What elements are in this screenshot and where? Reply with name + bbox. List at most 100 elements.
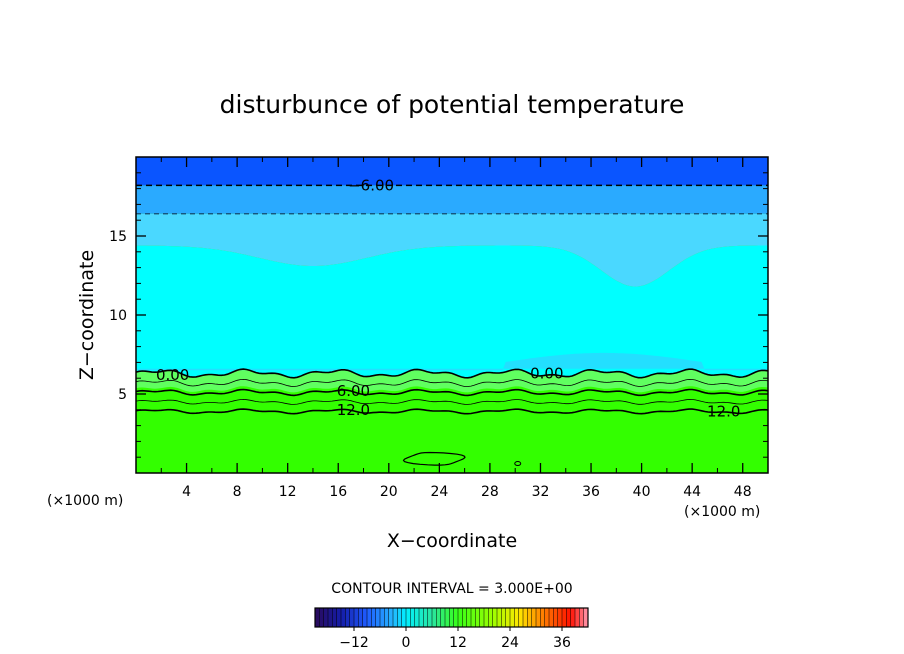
colorbar-cell bbox=[449, 608, 455, 627]
colorbar-cell bbox=[432, 608, 437, 627]
x-tick-label: 12 bbox=[279, 484, 297, 500]
colorbar-cell bbox=[332, 608, 338, 627]
colorbar-cell bbox=[540, 608, 546, 627]
colorbar-cell bbox=[479, 608, 485, 627]
y-tick-label: 10 bbox=[109, 308, 127, 324]
contour-line-3 bbox=[136, 378, 768, 387]
colorbar-cell bbox=[445, 608, 450, 627]
colorbar-cell bbox=[575, 608, 580, 627]
colorbar-cell bbox=[566, 608, 572, 627]
colorbar-cell bbox=[401, 608, 407, 627]
contour-label: 6.00 bbox=[337, 382, 370, 400]
colorbar-cell bbox=[328, 608, 333, 627]
contour-line-9 bbox=[136, 398, 768, 405]
x-tick-label: 4 bbox=[182, 484, 191, 500]
colorbar-cell bbox=[579, 608, 585, 627]
colorbar-cell bbox=[466, 608, 472, 627]
contour-label: −6.00 bbox=[348, 176, 394, 194]
colorbar-cell bbox=[501, 608, 507, 627]
colorbar-cell bbox=[336, 608, 342, 627]
colorbar-cell bbox=[514, 608, 520, 627]
x-axis-label: X−coordinate bbox=[387, 530, 517, 552]
fill-region-speckle bbox=[136, 352, 768, 371]
y-axis: 5 10 15 bbox=[109, 172, 768, 458]
colorbar-cell bbox=[527, 608, 533, 627]
plot-area bbox=[136, 157, 768, 473]
colorbar-cell bbox=[488, 608, 494, 627]
fill-region-blue bbox=[136, 185, 768, 214]
colorbar-cell bbox=[414, 608, 420, 627]
colorbar-cell bbox=[492, 608, 498, 627]
colorbar-cell bbox=[570, 608, 576, 627]
colorbar-cell bbox=[553, 608, 559, 627]
colorbar-cell bbox=[410, 608, 416, 627]
colorbar-cell bbox=[475, 608, 481, 627]
colorbar-cell bbox=[315, 608, 320, 627]
colorbar-tick-label: 24 bbox=[501, 635, 519, 651]
colorbar: −12 0 12 24 36 bbox=[314, 607, 589, 651]
contour-label: 12.0 bbox=[337, 401, 370, 419]
colorbar-cell bbox=[393, 608, 398, 627]
colorbar-frame bbox=[314, 607, 589, 628]
fill-region-cyan bbox=[136, 245, 768, 378]
contour-line-6 bbox=[136, 388, 768, 397]
colorbar-cell bbox=[419, 608, 424, 627]
contour-line-12 bbox=[136, 408, 768, 415]
colorbar-cell bbox=[523, 608, 528, 627]
colorbar-cell bbox=[423, 608, 429, 627]
contour-label: 0.00 bbox=[530, 364, 563, 382]
x-unit-left: (×1000 m) bbox=[47, 493, 123, 509]
colorbar-cell bbox=[358, 608, 364, 627]
color-fill-layer bbox=[136, 157, 768, 473]
colorbar-cell bbox=[341, 608, 346, 627]
colorbar-cell bbox=[384, 608, 390, 627]
colorbar-cell bbox=[345, 608, 351, 627]
x-tick-label: 24 bbox=[430, 484, 448, 500]
y-tick-label: 15 bbox=[109, 229, 127, 245]
contour-lines-layer bbox=[136, 184, 768, 467]
colorbar-cell bbox=[427, 608, 433, 627]
x-axis: 4 8 12 16 20 24 28 32 36 40 44 48 bbox=[160, 157, 752, 500]
x-tick-label: 28 bbox=[481, 484, 499, 500]
contour-label: 0.00 bbox=[156, 366, 189, 384]
colorbar-cell bbox=[406, 608, 411, 627]
colorbar-cell bbox=[549, 608, 554, 627]
colorbar-cell bbox=[371, 608, 377, 627]
y-axis-label: Z−coordinate bbox=[76, 250, 98, 380]
colorbar-cell bbox=[436, 608, 442, 627]
colorbar-cell bbox=[536, 608, 541, 627]
x-tick-label: 16 bbox=[329, 484, 347, 500]
colorbar-tick-label: −12 bbox=[339, 635, 369, 651]
colorbar-cell bbox=[562, 608, 567, 627]
colorbar-cell bbox=[505, 608, 511, 627]
contour-label: 12.0 bbox=[707, 402, 740, 420]
colorbar-cell bbox=[440, 608, 446, 627]
y-tick-label: 5 bbox=[118, 387, 127, 403]
colorbar-cell bbox=[453, 608, 459, 627]
x-tick-label: 36 bbox=[582, 484, 600, 500]
colorbar-cell bbox=[323, 608, 329, 627]
colorbar-cell bbox=[462, 608, 468, 627]
x-tick-label: 40 bbox=[633, 484, 651, 500]
x-tick-label: 44 bbox=[683, 484, 701, 500]
contour-closed-blob bbox=[402, 451, 466, 466]
contour-interval-label: CONTOUR INTERVAL = 3.000E+00 bbox=[331, 581, 572, 597]
colorbar-cell bbox=[583, 608, 589, 627]
colorbar-cell bbox=[557, 608, 563, 627]
chart-title: disturbunce of potential temperature bbox=[220, 90, 685, 119]
colorbar-cell bbox=[380, 608, 385, 627]
x-unit-right: (×1000 m) bbox=[684, 504, 760, 520]
colorbar-cell bbox=[354, 608, 359, 627]
colorbar-cell bbox=[362, 608, 368, 627]
fill-region-green bbox=[136, 386, 768, 473]
x-tick-label: 20 bbox=[380, 484, 398, 500]
x-tick-label: 32 bbox=[532, 484, 550, 500]
colorbar-cell bbox=[349, 608, 355, 627]
colorbar-tick-label: 0 bbox=[402, 635, 411, 651]
colorbar-tick-label: 12 bbox=[449, 635, 467, 651]
contour-line-0 bbox=[136, 368, 768, 379]
colorbar-cell bbox=[544, 608, 550, 627]
colorbar-cell bbox=[458, 608, 463, 627]
contour-closed-small bbox=[514, 461, 522, 467]
